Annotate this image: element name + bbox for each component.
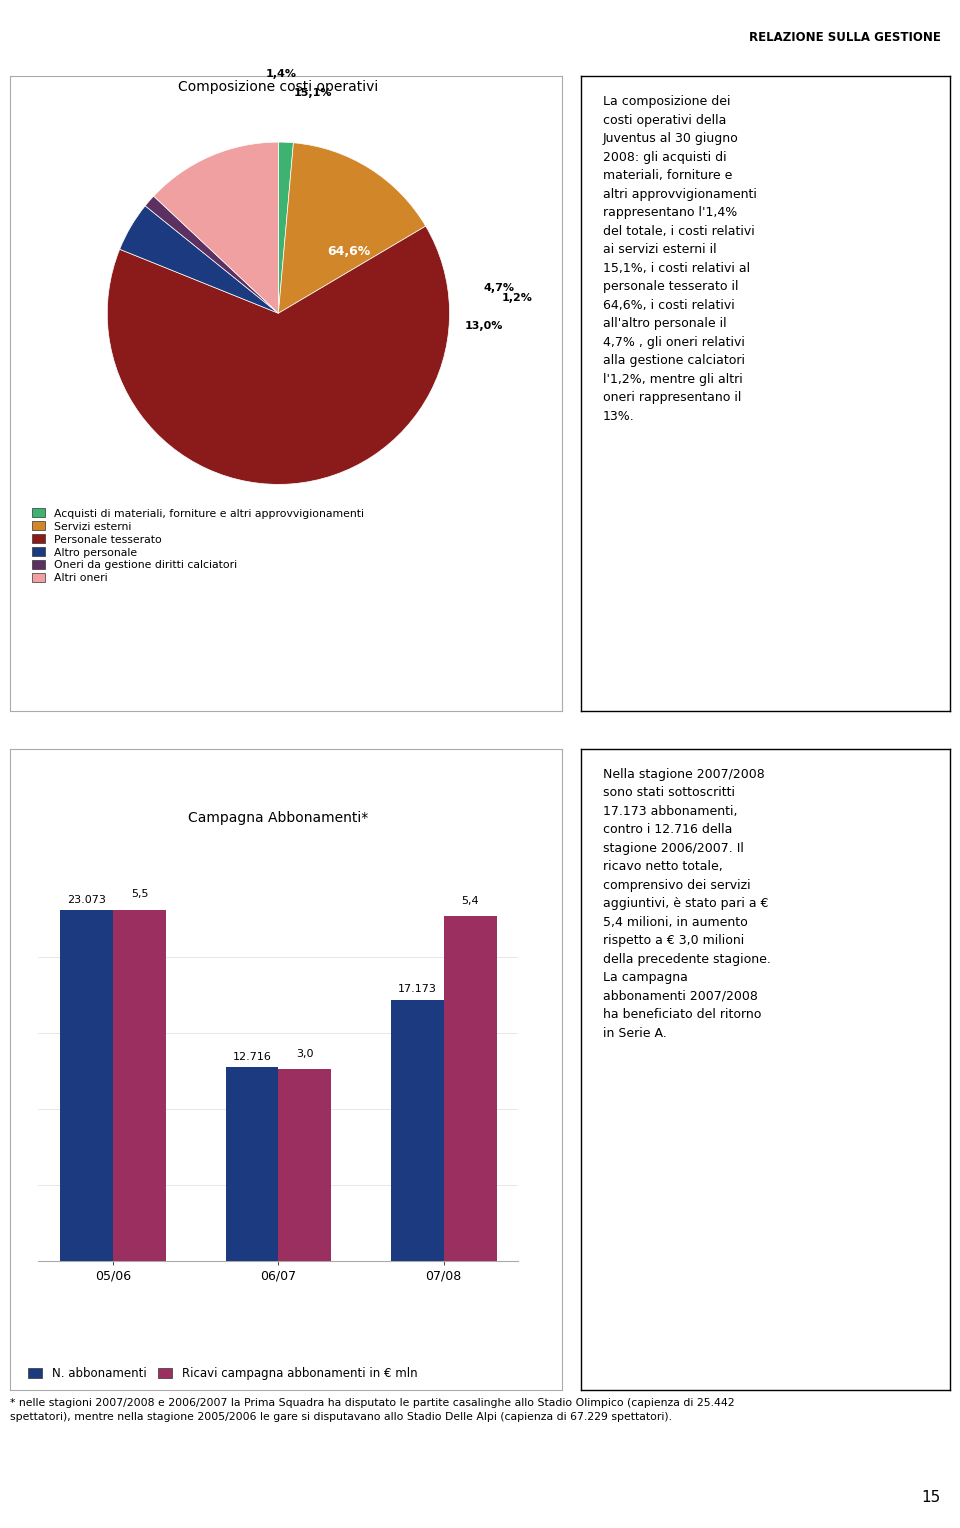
Bar bbox=[391, 999, 444, 1261]
Text: 5,4: 5,4 bbox=[462, 895, 479, 906]
Text: 64,6%: 64,6% bbox=[327, 244, 371, 258]
Wedge shape bbox=[154, 142, 278, 313]
Wedge shape bbox=[120, 206, 278, 313]
Title: Campagna Abbonamenti*: Campagna Abbonamenti* bbox=[188, 811, 369, 825]
Wedge shape bbox=[278, 142, 425, 313]
Text: 4,7%: 4,7% bbox=[484, 283, 515, 293]
Bar bbox=[60, 909, 113, 1261]
Legend: Acquisti di materiali, forniture e altri approvvigionamenti, Servizi esterni, Pe: Acquisti di materiali, forniture e altri… bbox=[30, 506, 366, 585]
Bar bbox=[226, 1068, 278, 1261]
Text: 1,2%: 1,2% bbox=[502, 293, 533, 303]
Text: La composizione dei
costi operativi della
Juventus al 30 giugno
2008: gli acquis: La composizione dei costi operativi dell… bbox=[603, 95, 756, 423]
Wedge shape bbox=[278, 142, 294, 313]
Text: 3,0: 3,0 bbox=[296, 1048, 314, 1059]
Text: Nella stagione 2007/2008
sono stati sottoscritti
17.173 abbonamenti,
contro i 12: Nella stagione 2007/2008 sono stati sott… bbox=[603, 769, 771, 1041]
Bar bbox=[444, 917, 496, 1261]
Text: 1,4%: 1,4% bbox=[266, 69, 297, 78]
Title: Composizione costi operativi: Composizione costi operativi bbox=[179, 79, 378, 95]
Legend: N. abbonamenti, Ricavi campagna abbonamenti in € mln: N. abbonamenti, Ricavi campagna abboname… bbox=[26, 1365, 420, 1383]
Bar bbox=[113, 909, 166, 1261]
Wedge shape bbox=[108, 226, 449, 484]
Text: 17.173: 17.173 bbox=[397, 984, 437, 995]
Text: 12.716: 12.716 bbox=[232, 1053, 272, 1062]
Text: RELAZIONE SULLA GESTIONE: RELAZIONE SULLA GESTIONE bbox=[749, 31, 941, 44]
Text: 15: 15 bbox=[922, 1490, 941, 1505]
Text: 13,0%: 13,0% bbox=[465, 321, 503, 330]
Text: 15,1%: 15,1% bbox=[294, 89, 332, 98]
Text: 23.073: 23.073 bbox=[67, 895, 107, 905]
Bar bbox=[278, 1070, 331, 1261]
Text: * nelle stagioni 2007/2008 e 2006/2007 la Prima Squadra ha disputato le partite : * nelle stagioni 2007/2008 e 2006/2007 l… bbox=[10, 1398, 734, 1423]
Text: 5,5: 5,5 bbox=[131, 889, 148, 900]
Wedge shape bbox=[145, 196, 278, 313]
